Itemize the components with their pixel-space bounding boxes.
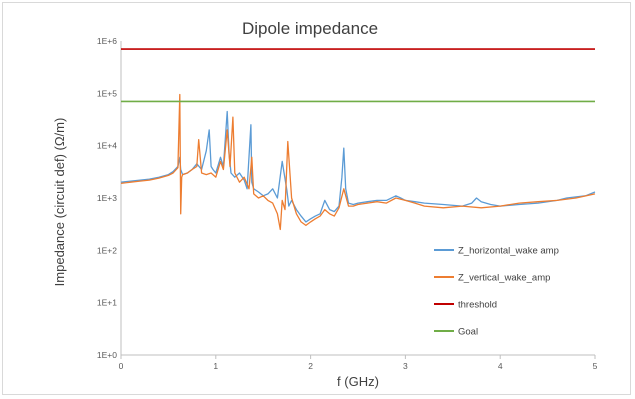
legend-label: Goal [458, 327, 478, 338]
legend-label: Z_horizontal_wake amp [458, 246, 559, 257]
series-layer [120, 48, 596, 231]
x-axis-label: f (GHz) [337, 374, 379, 389]
x-tick-label: 2 [308, 361, 313, 371]
legend: Z_horizontal_wake amp Z_vertical_wake_amp… [434, 246, 559, 338]
y-tick-label: 1E+3 [97, 193, 117, 203]
x-tick-label: 4 [498, 361, 503, 371]
plot-area [120, 41, 595, 356]
chart-title: Dipole impedance [242, 19, 378, 38]
chart-frame [2, 2, 631, 395]
y-axis-label: Impedance (circuit def) (Ω/m) [52, 118, 67, 287]
y-tick-label: 1E+6 [97, 36, 117, 46]
y-tick-label: 1E+4 [97, 141, 117, 151]
y-tick-label: 1E+0 [97, 350, 117, 360]
legend-label: threshold [458, 300, 497, 311]
y-tick-label: 1E+5 [97, 88, 117, 98]
legend-label: Z_vertical_wake_amp [458, 273, 550, 284]
x-tick-label: 0 [119, 361, 124, 371]
x-tick-label: 3 [403, 361, 408, 371]
series-line-2 [120, 93, 596, 231]
series-line-1 [120, 110, 596, 223]
y-axis: 1E+0 1E+1 1E+2 1E+3 1E+4 1E+5 1E+6 [97, 36, 117, 360]
x-tick-label: 5 [593, 361, 598, 371]
x-axis: 0 1 2 3 4 5 [119, 355, 598, 371]
y-tick-label: 1E+1 [97, 298, 117, 308]
x-tick-label: 1 [213, 361, 218, 371]
y-tick-label: 1E+2 [97, 245, 117, 255]
